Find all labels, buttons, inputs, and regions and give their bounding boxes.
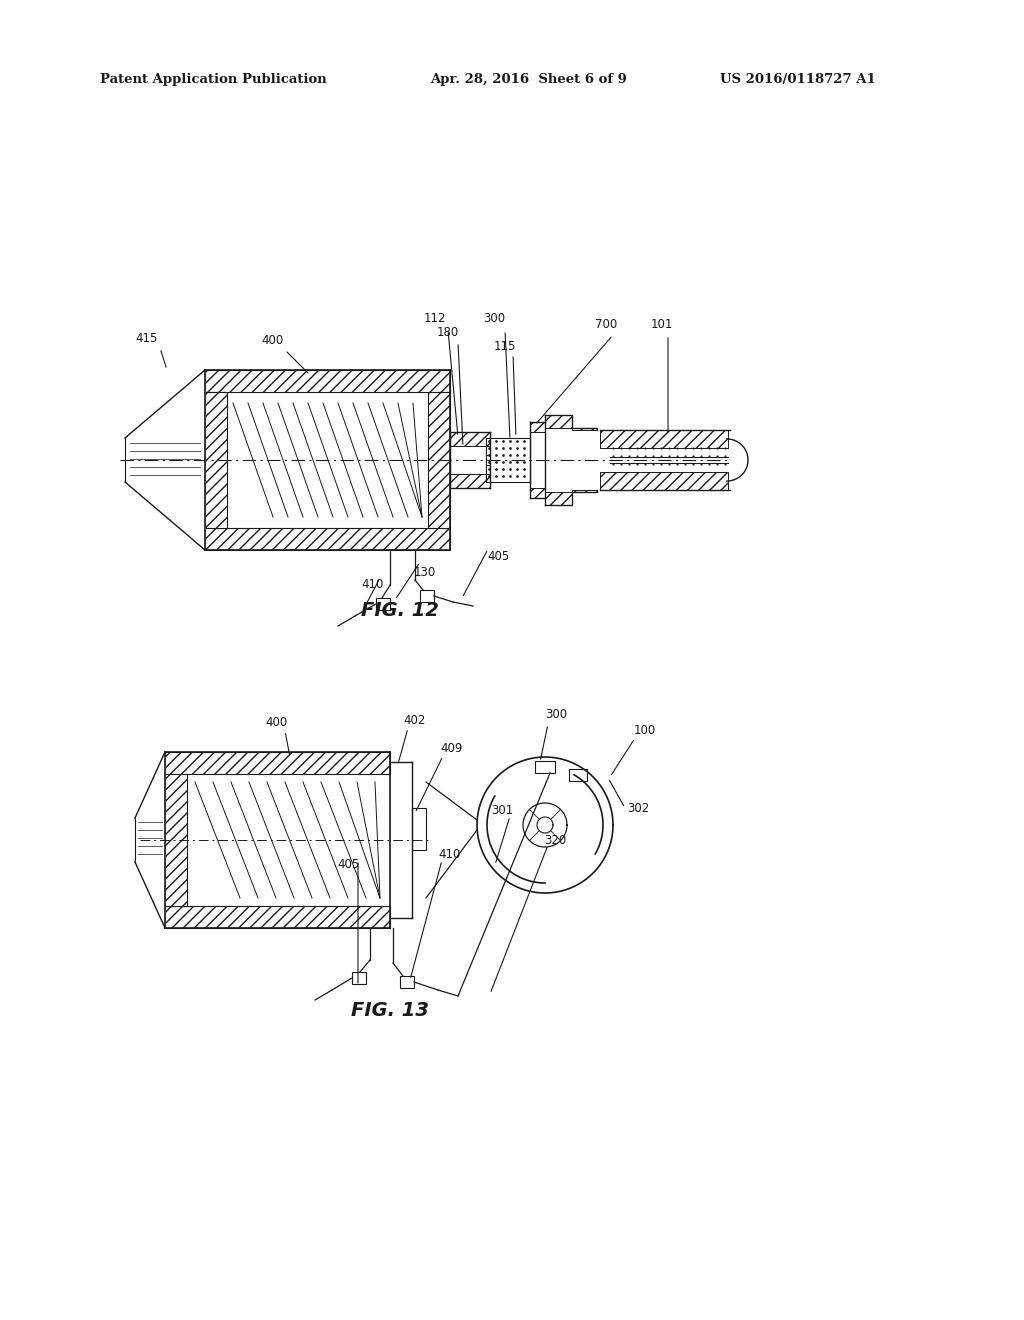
Bar xyxy=(569,768,587,780)
Text: 409: 409 xyxy=(440,742,463,755)
Bar xyxy=(530,488,545,498)
Text: FIG. 12: FIG. 12 xyxy=(361,601,439,619)
Text: Apr. 28, 2016  Sheet 6 of 9: Apr. 28, 2016 Sheet 6 of 9 xyxy=(430,74,627,87)
Bar xyxy=(450,432,490,446)
Text: 400: 400 xyxy=(265,715,287,729)
Text: 301: 301 xyxy=(490,804,513,817)
Bar xyxy=(205,392,227,528)
Text: 410: 410 xyxy=(361,578,384,591)
Bar xyxy=(400,975,414,987)
Text: 700: 700 xyxy=(595,318,617,331)
Polygon shape xyxy=(135,752,165,928)
Text: 180: 180 xyxy=(437,326,459,339)
Text: 300: 300 xyxy=(545,709,567,722)
Text: 410: 410 xyxy=(439,849,461,862)
Bar xyxy=(205,370,450,392)
Bar xyxy=(545,492,572,506)
Text: Patent Application Publication: Patent Application Publication xyxy=(100,74,327,87)
Bar xyxy=(165,774,187,906)
Text: 302: 302 xyxy=(627,801,649,814)
Text: 100: 100 xyxy=(634,723,656,737)
Bar xyxy=(165,752,390,774)
Bar xyxy=(572,428,597,430)
Text: 402: 402 xyxy=(403,714,426,726)
Bar xyxy=(376,598,390,610)
Bar xyxy=(428,392,450,528)
Bar xyxy=(420,590,434,602)
Bar xyxy=(450,474,490,488)
Bar xyxy=(600,430,728,447)
Text: US 2016/0118727 A1: US 2016/0118727 A1 xyxy=(720,74,876,87)
Text: FIG. 13: FIG. 13 xyxy=(351,1001,429,1019)
Bar xyxy=(205,528,450,550)
Text: 405: 405 xyxy=(337,858,359,871)
Bar xyxy=(412,808,426,850)
Text: 115: 115 xyxy=(494,339,516,352)
Polygon shape xyxy=(125,370,205,550)
Bar xyxy=(572,490,597,492)
Text: 400: 400 xyxy=(261,334,283,346)
Text: 112: 112 xyxy=(424,312,446,325)
Text: 101: 101 xyxy=(651,318,673,331)
Bar xyxy=(530,422,545,432)
Text: 415: 415 xyxy=(136,331,158,345)
Bar xyxy=(352,972,366,983)
Text: 300: 300 xyxy=(483,312,505,325)
Bar xyxy=(600,473,728,490)
Text: 130: 130 xyxy=(414,565,436,578)
Bar xyxy=(545,414,572,428)
Bar xyxy=(535,762,555,774)
Bar xyxy=(165,906,390,928)
Text: 320: 320 xyxy=(544,833,566,846)
Text: 405: 405 xyxy=(486,549,509,562)
